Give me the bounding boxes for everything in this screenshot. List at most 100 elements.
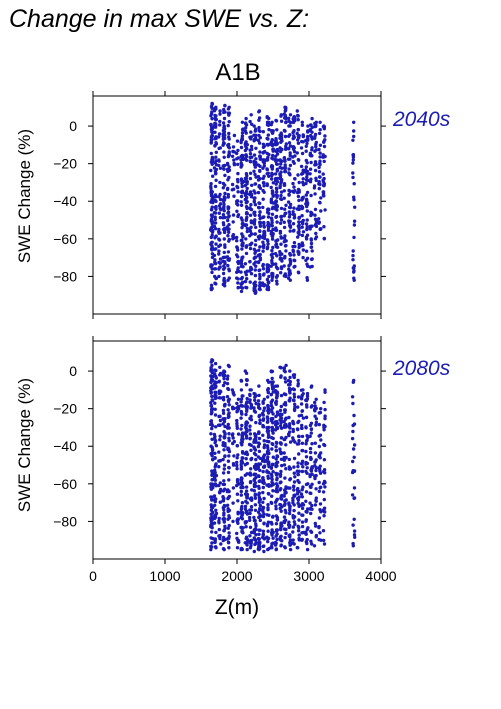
data-point — [261, 166, 265, 170]
data-point — [314, 420, 319, 425]
data-point — [257, 498, 262, 502]
data-point — [274, 275, 279, 279]
data-point — [306, 124, 310, 128]
data-point — [296, 235, 300, 239]
data-point — [250, 241, 254, 245]
data-point — [306, 178, 310, 183]
data-point — [257, 528, 261, 532]
data-point — [248, 192, 252, 197]
data-point — [305, 204, 309, 209]
data-point — [262, 465, 266, 469]
data-point — [222, 374, 227, 378]
data-point — [235, 239, 239, 243]
data-point — [291, 120, 296, 124]
data-point — [253, 172, 257, 177]
data-point — [257, 544, 262, 548]
data-point — [279, 140, 283, 144]
data-point — [274, 154, 278, 158]
data-point — [297, 469, 301, 473]
data-point — [274, 215, 278, 219]
data-point — [297, 220, 301, 224]
data-point — [295, 545, 299, 550]
data-point — [236, 538, 240, 543]
data-point — [257, 206, 261, 210]
data-point — [266, 395, 270, 399]
data-point — [261, 413, 265, 417]
data-point — [245, 396, 249, 401]
data-point — [214, 150, 218, 154]
data-point — [306, 138, 310, 142]
data-point — [299, 492, 304, 496]
data-point — [318, 128, 322, 132]
data-point — [266, 287, 270, 291]
data-point — [261, 205, 265, 210]
data-point — [261, 130, 265, 134]
data-point — [282, 128, 287, 133]
data-point — [249, 505, 254, 509]
data-point — [352, 496, 357, 500]
data-point — [265, 151, 269, 156]
data-point — [258, 245, 262, 249]
data-point — [217, 527, 221, 532]
data-point — [253, 477, 257, 481]
data-point — [240, 456, 244, 460]
data-point — [239, 270, 243, 274]
data-point — [257, 133, 261, 138]
data-point — [239, 493, 243, 497]
data-point — [213, 538, 217, 542]
data-point — [297, 180, 301, 185]
data-point — [262, 221, 266, 225]
data-point — [209, 186, 213, 191]
data-point — [222, 209, 226, 213]
data-point — [284, 422, 288, 427]
data-point — [317, 175, 322, 179]
data-point — [261, 469, 265, 474]
data-point — [218, 500, 222, 504]
data-point — [274, 203, 278, 208]
data-point — [213, 498, 217, 503]
data-point — [223, 403, 227, 407]
data-point — [288, 224, 293, 228]
data-point — [282, 402, 286, 406]
data-point — [253, 218, 257, 222]
data-point — [256, 399, 261, 403]
data-point — [274, 445, 278, 449]
data-point — [245, 277, 249, 281]
data-point — [314, 533, 319, 538]
data-point — [240, 225, 244, 230]
data-point — [245, 244, 249, 248]
data-point — [257, 201, 261, 205]
data-point — [217, 516, 221, 521]
data-point — [222, 436, 227, 440]
data-point — [210, 515, 214, 519]
data-point — [282, 225, 287, 230]
data-point — [257, 414, 261, 419]
data-point — [245, 182, 249, 186]
data-point — [227, 269, 231, 273]
data-point — [293, 402, 297, 406]
data-point — [223, 432, 227, 436]
data-point — [271, 153, 275, 158]
data-point — [256, 405, 261, 410]
data-point — [213, 215, 217, 219]
data-point — [274, 158, 278, 162]
data-point — [274, 522, 279, 526]
data-point — [322, 159, 326, 164]
data-point — [321, 529, 326, 533]
data-point — [240, 423, 244, 428]
data-point — [313, 160, 318, 164]
data-point — [279, 136, 284, 140]
data-point — [275, 162, 279, 166]
data-point — [306, 130, 310, 134]
data-point — [213, 261, 217, 265]
data-point — [270, 223, 274, 228]
data-point — [254, 146, 258, 150]
data-point — [223, 487, 227, 491]
data-point — [313, 400, 317, 405]
data-point — [296, 141, 301, 145]
data-point — [278, 173, 282, 177]
data-point — [318, 469, 322, 473]
data-point — [239, 397, 244, 401]
data-point — [232, 393, 236, 397]
data-point — [221, 398, 226, 402]
